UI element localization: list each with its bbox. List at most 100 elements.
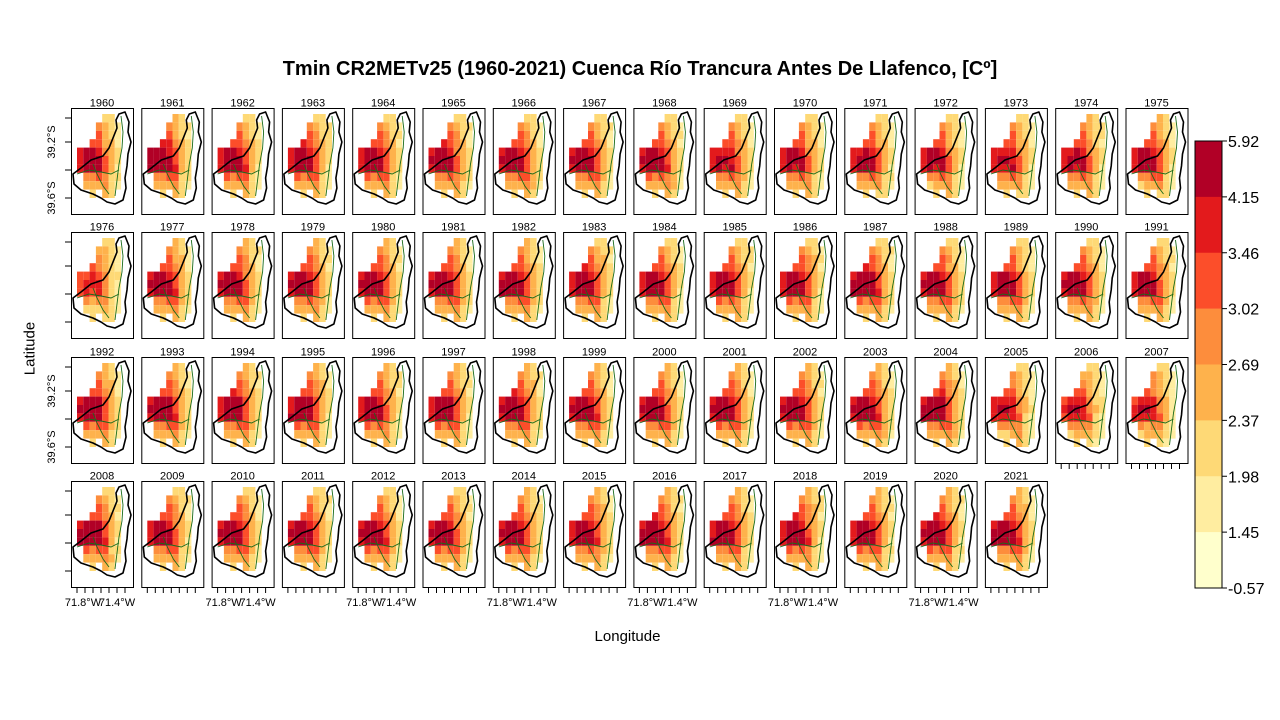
basin-outline: [423, 484, 484, 578]
raster-cell: [255, 537, 262, 546]
raster-cell: [677, 246, 684, 255]
raster-cell: [147, 271, 154, 280]
raster-cell: [166, 545, 173, 555]
raster-cell: [1137, 164, 1145, 173]
raster-cell: [396, 379, 403, 389]
raster-cell: [664, 379, 671, 389]
river-line: [1006, 412, 1024, 444]
raster-cell: [811, 371, 818, 380]
raster-cell: [441, 181, 448, 190]
raster-cell: [933, 288, 940, 297]
raster-cell: [108, 438, 115, 447]
raster-cell: [166, 388, 173, 397]
raster-cell: [102, 189, 109, 198]
raster-cell: [249, 147, 256, 156]
raster-cell: [780, 156, 787, 165]
raster-cell: [1156, 313, 1163, 322]
raster-cell: [1169, 288, 1176, 297]
raster-cell: [236, 156, 243, 165]
raster-cell: [945, 438, 953, 447]
raster-cell: [606, 503, 614, 513]
raster-cell: [300, 271, 307, 280]
raster-cell: [817, 554, 825, 563]
raster-cell: [166, 288, 173, 297]
raster-cell: [178, 172, 186, 182]
raster-cell: [1016, 438, 1023, 447]
raster-cell: [287, 396, 295, 405]
panel-year-label: 1987: [863, 222, 887, 234]
raster-cell: [958, 421, 965, 431]
raster-cell: [172, 495, 179, 504]
basin-outline: [704, 111, 765, 205]
panel-year-label: 2014: [512, 471, 536, 483]
raster-cell: [741, 246, 748, 255]
raster-cell: [172, 537, 179, 546]
raster-cell: [926, 164, 934, 173]
panel-year-label: 2004: [933, 347, 957, 359]
raster-cell: [728, 147, 735, 156]
raster-cell: [888, 520, 895, 529]
raster-cell: [658, 537, 665, 546]
raster-cell: [856, 288, 863, 297]
raster-cell: [114, 130, 122, 140]
raster-cell: [428, 396, 435, 405]
raster-cell: [1028, 545, 1035, 555]
river-line: [358, 542, 401, 548]
raster-cell: [1163, 396, 1170, 405]
river-line: [990, 293, 1034, 299]
raster-cell: [255, 130, 262, 140]
raster-cell: [856, 280, 863, 289]
raster-cell: [658, 405, 665, 414]
raster-cell: [313, 172, 320, 182]
raster-cell: [172, 164, 179, 173]
raster-cell: [95, 379, 103, 389]
raster-cell: [536, 430, 543, 439]
raster-cell: [747, 371, 754, 380]
raster-cell: [114, 371, 122, 380]
raster-cell: [670, 379, 678, 389]
raster-cell: [664, 122, 671, 131]
raster-cell: [242, 405, 250, 414]
raster-cell: [805, 280, 812, 289]
raster-cell: [242, 545, 250, 555]
raster-cell: [1144, 388, 1151, 397]
raster-cell: [294, 413, 301, 422]
raster-cell: [990, 520, 998, 529]
panel-year-label: 1989: [1004, 222, 1028, 234]
raster-cell: [172, 254, 179, 264]
raster-cell: [511, 520, 518, 529]
raster-cell: [358, 280, 365, 289]
raster-cell: [108, 114, 115, 123]
raster-cell: [536, 503, 543, 513]
raster-cell: [300, 147, 307, 156]
raster-cell: [313, 430, 320, 439]
raster-cell: [466, 296, 473, 306]
raster-cell: [786, 545, 793, 555]
raster-cell: [370, 396, 378, 405]
raster-cell: [939, 296, 946, 306]
raster-cell: [236, 254, 243, 264]
raster-cell: [319, 545, 326, 555]
raster-cell: [1092, 114, 1099, 123]
raster-cell: [990, 156, 998, 165]
raster-cell: [1150, 181, 1157, 190]
raster-cell: [466, 172, 473, 182]
raster-cell: [536, 545, 543, 555]
raster-cell: [172, 172, 179, 182]
raster-cell: [1169, 246, 1176, 255]
raster-cell: [594, 114, 601, 123]
panel-frame: [1055, 108, 1119, 215]
panel-frame: [633, 481, 697, 588]
raster-cell: [396, 554, 403, 563]
raster-cell: [389, 421, 396, 431]
raster-cell: [606, 172, 614, 182]
map-panel: 1976: [65, 222, 134, 339]
raster-cell: [460, 288, 467, 297]
basin-outline: [142, 484, 203, 578]
raster-cell: [172, 238, 179, 247]
raster-cell: [530, 246, 537, 255]
raster-cell: [588, 288, 595, 297]
raster-cell: [396, 520, 403, 529]
raster-cell: [798, 520, 806, 529]
raster-cell: [639, 405, 646, 414]
